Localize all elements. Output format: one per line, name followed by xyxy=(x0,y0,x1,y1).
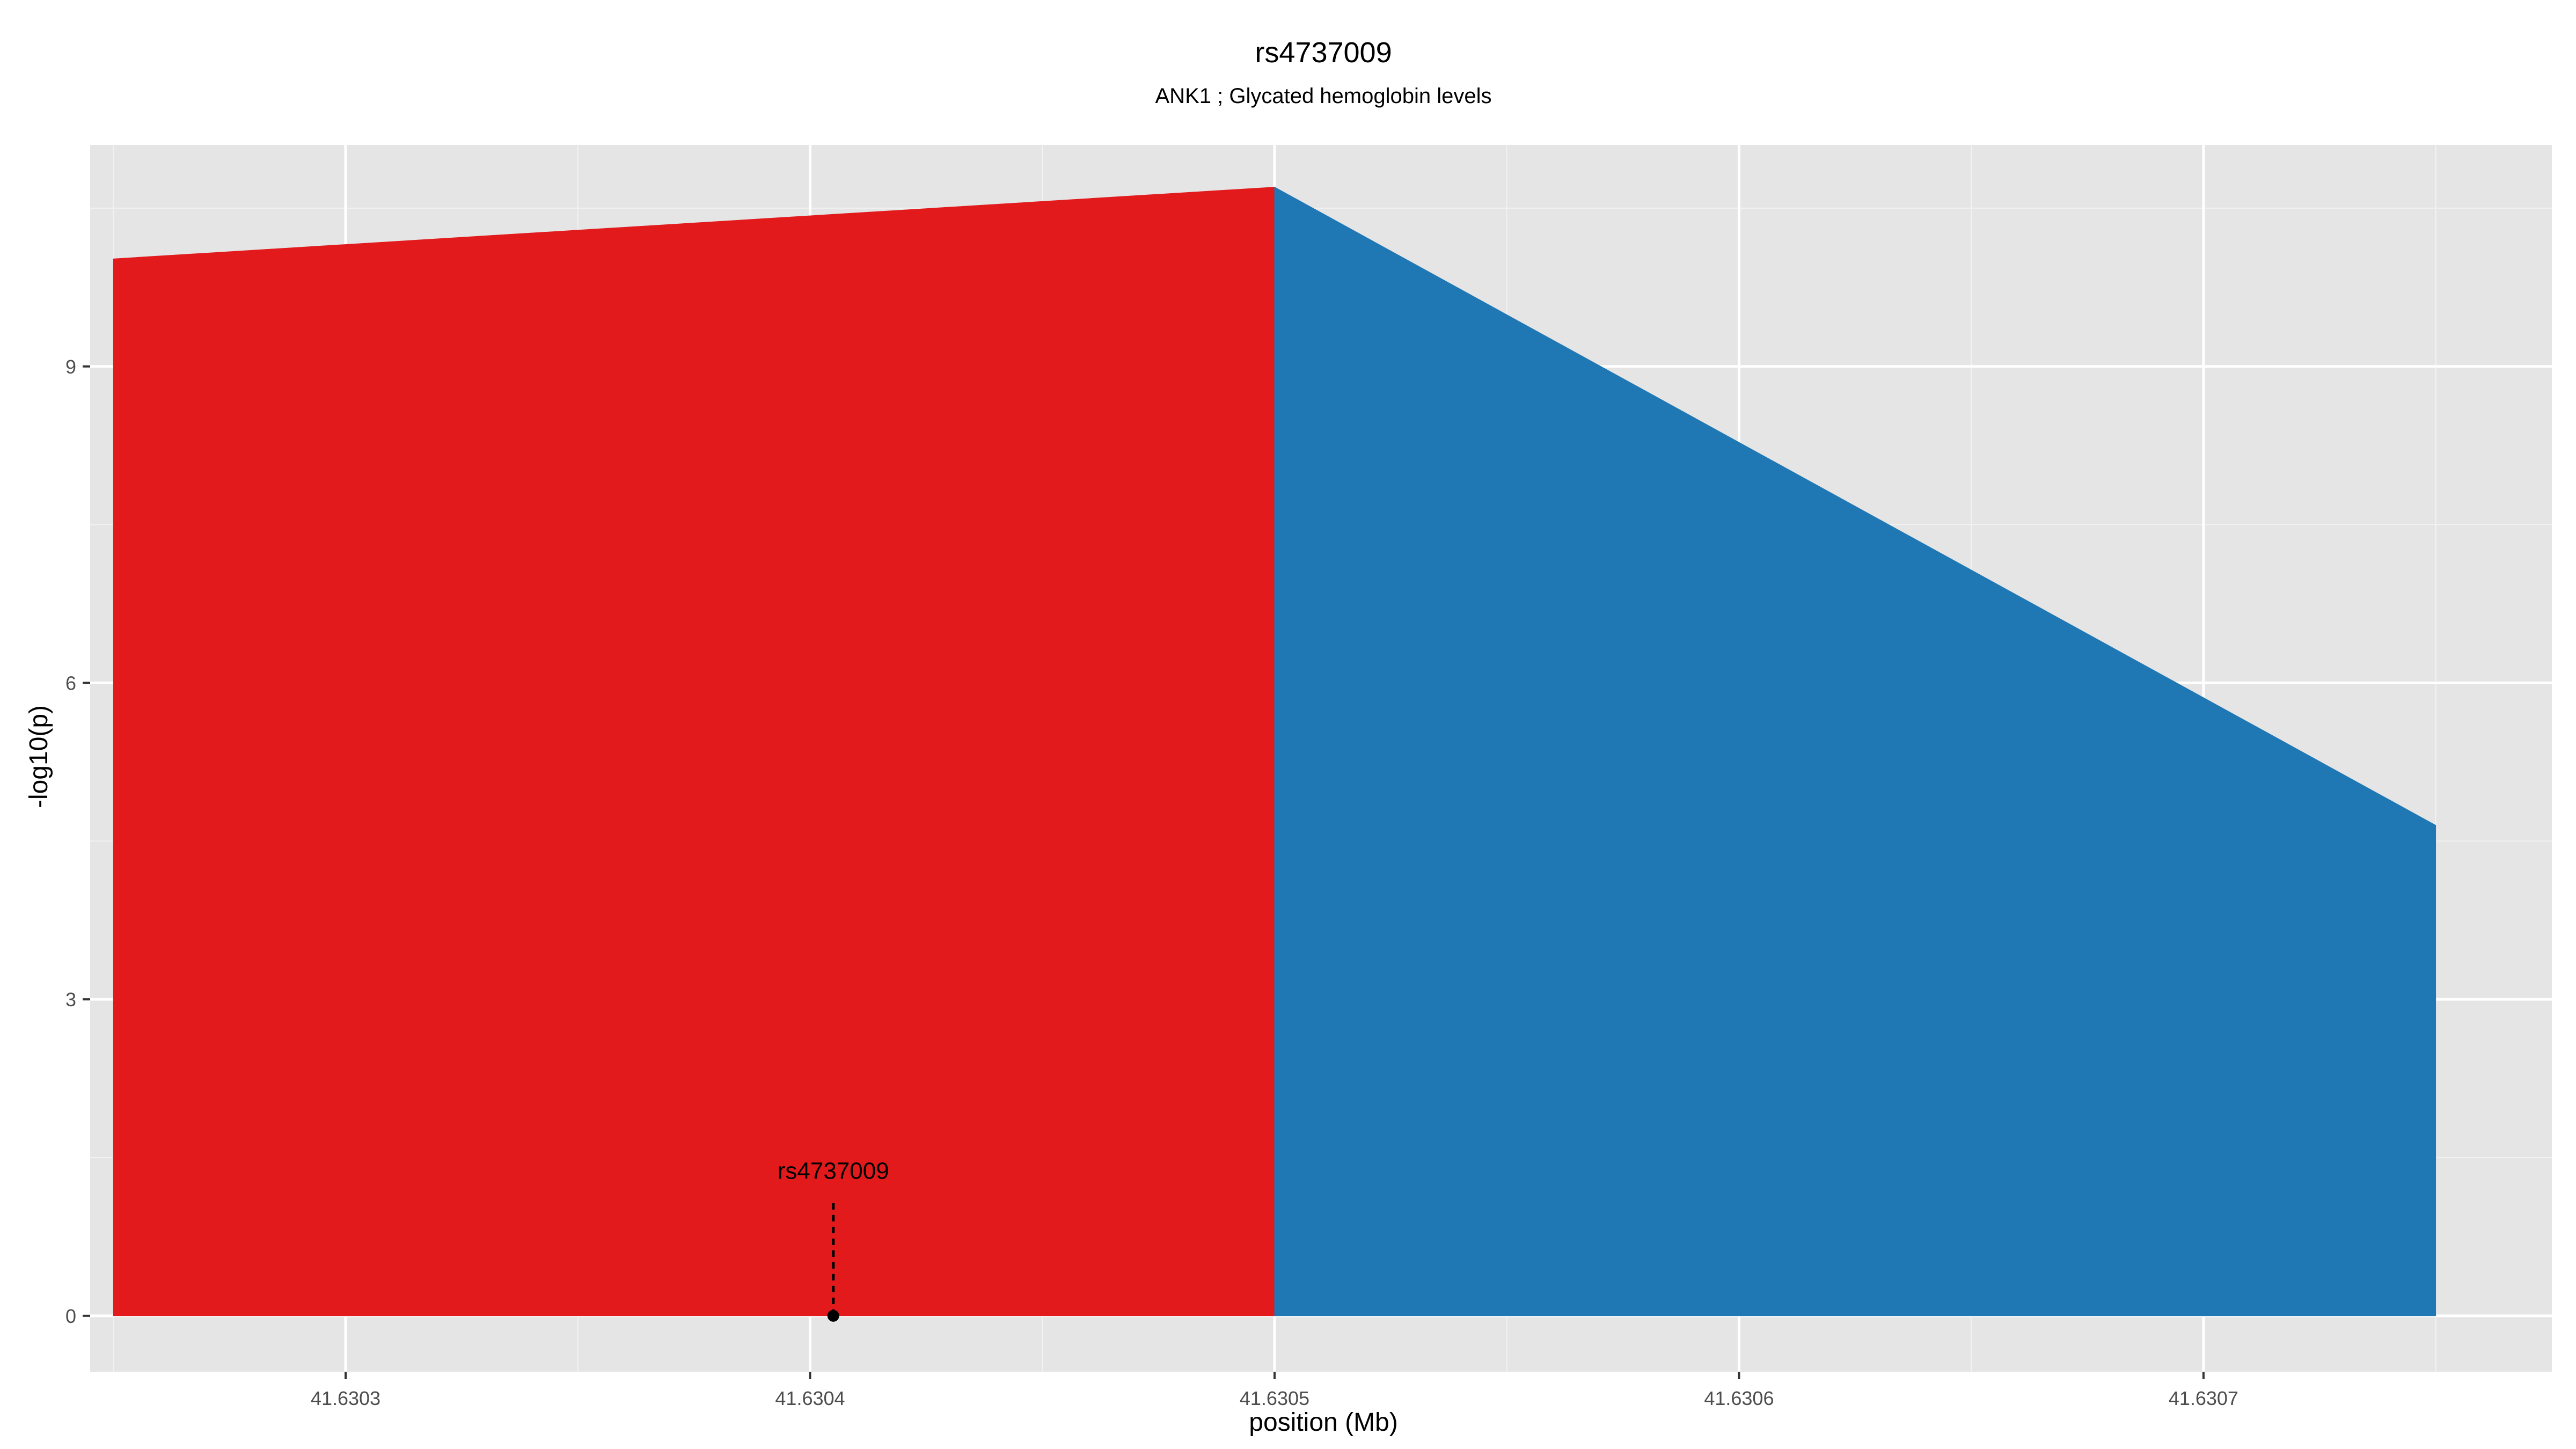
annotation-point xyxy=(827,1309,839,1322)
annotations: rs4737009 xyxy=(778,1158,889,1322)
x-axis-ticks: 41.6303 41.6304 41.6305 41.6306 41.6307 xyxy=(311,1372,2238,1409)
area-series-2 xyxy=(1274,186,2436,1316)
x-axis-title: position (Mb) xyxy=(1249,1408,1397,1437)
chart-subtitle: ANK1 ; Glycated hemoglobin levels xyxy=(1155,84,1492,108)
y-axis-title: -log10(p) xyxy=(25,705,53,808)
area-series xyxy=(113,186,2436,1316)
area-series-1 xyxy=(113,187,1275,1316)
x-tick-label: 41.6305 xyxy=(1240,1387,1309,1409)
y-tick-label: 0 xyxy=(65,1305,76,1327)
y-tick-label: 9 xyxy=(65,356,76,378)
x-tick-label: 41.6307 xyxy=(2169,1387,2238,1409)
x-tick-label: 41.6306 xyxy=(1704,1387,1774,1409)
x-tick-label: 41.6304 xyxy=(775,1387,845,1409)
x-tick-label: 41.6303 xyxy=(311,1387,380,1409)
y-tick-label: 6 xyxy=(65,672,76,694)
annotation-label: rs4737009 xyxy=(778,1158,889,1184)
chart-title: rs4737009 xyxy=(1255,36,1392,69)
y-tick-label: 3 xyxy=(65,989,76,1011)
y-axis-ticks: 0 3 6 9 xyxy=(65,356,90,1327)
